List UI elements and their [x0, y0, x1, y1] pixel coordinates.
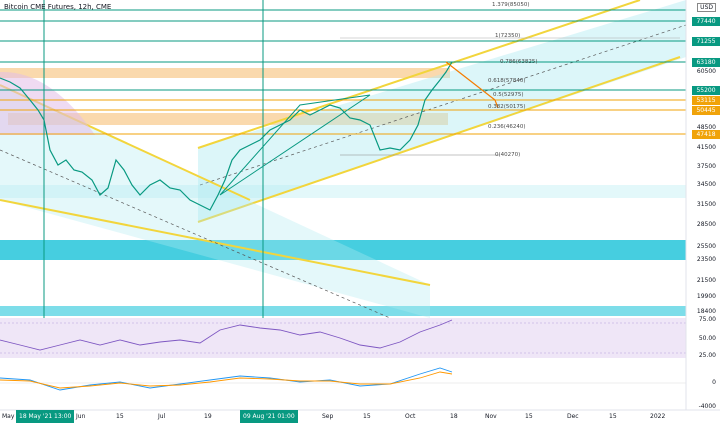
fib-level-label: 0(40270) — [495, 152, 521, 158]
desc-mid-dashed — [0, 149, 391, 319]
price-axis-label: 34500 — [696, 181, 716, 188]
fib-level-label: 1(72350) — [495, 33, 521, 39]
time-cursor-label: 18 May '21 13:00 — [16, 410, 75, 423]
time-axis-label: Oct — [405, 413, 416, 420]
time-axis-label: 15 — [363, 413, 371, 420]
resistance-zone-top — [0, 68, 450, 78]
price-axis-label: 18400 — [696, 308, 716, 315]
macd-axis-label: -4000 — [698, 403, 716, 410]
price-axis-label: 41500 — [696, 144, 716, 151]
support-zone-low — [0, 306, 686, 316]
price-axis-label: 37500 — [696, 163, 716, 170]
fib-level-label: 0.382(50175) — [488, 104, 526, 110]
time-axis-label: Dec — [567, 413, 579, 420]
channel-lower-line — [197, 56, 681, 223]
price-tag: 77440 — [692, 17, 720, 26]
rsi-pane[interactable] — [0, 318, 686, 358]
price-axis-label: 25500 — [696, 243, 716, 250]
time-axis-label: 18 — [450, 413, 458, 420]
price-axis-label: 28500 — [696, 221, 716, 228]
time-axis-label: May — [2, 413, 15, 420]
channel-mid-dashed — [199, 24, 687, 186]
time-axis-label: 15 — [609, 413, 617, 420]
time-axis-label: 2022 — [650, 413, 666, 420]
fib-level-label: 0.786(63825) — [500, 59, 538, 65]
time-axis-label: 15 — [525, 413, 533, 420]
triangle-pattern — [219, 94, 371, 196]
time-axis-label: 15 — [116, 413, 124, 420]
rsi-axis-label: 25.00 — [698, 352, 716, 359]
price-tag: 53115 — [692, 96, 720, 105]
price-tag: 47418 — [692, 130, 720, 139]
price-pane[interactable] — [0, 0, 686, 318]
price-axis-label: 31500 — [696, 201, 716, 208]
price-axis-label: 48500 — [696, 124, 716, 131]
rsi-line — [0, 319, 453, 351]
ascending-channel — [198, 0, 686, 222]
time-axis-label: Jul — [158, 413, 166, 420]
time-axis-label: Sep — [322, 413, 334, 420]
time-cursor-label: 09 Aug '21 01:00 — [240, 410, 298, 423]
price-tag: 71255 — [692, 37, 720, 46]
macd-axis-label: 0 — [712, 379, 716, 386]
time-axis-label: 19 — [204, 413, 212, 420]
fib-level-label: 0.618(57840) — [488, 78, 526, 84]
time-axis-label: Nov — [485, 413, 497, 420]
currency-badge[interactable]: USD — [697, 3, 716, 12]
price-axis-label: 19900 — [696, 293, 716, 300]
fib-level-label: 0.5(52975) — [493, 92, 524, 98]
fib-level-label: 0.236(46240) — [488, 124, 526, 130]
price-axis-label: 23500 — [696, 256, 716, 263]
price-axis-panel[interactable] — [686, 0, 720, 425]
price-axis-label: 60500 — [696, 68, 716, 75]
chart-title: Bitcoin CME Futures, 12h, CME — [4, 3, 112, 11]
price-series — [0, 61, 453, 211]
price-tag: 50445 — [692, 106, 720, 115]
time-axis-label: Jun — [76, 413, 86, 420]
projection-arrow — [445, 61, 499, 109]
rsi-axis-label: 75.00 — [698, 316, 716, 323]
fib-level-label: 1.379(85050) — [492, 2, 530, 8]
price-tag: 55200 — [692, 86, 720, 95]
price-axis-label: 21500 — [696, 277, 716, 284]
channel-upper-line — [197, 0, 641, 149]
support-zone-cyan — [0, 240, 686, 260]
arc-zone — [0, 71, 95, 135]
rsi-axis-label: 50.00 — [698, 335, 716, 342]
macd-signal — [0, 371, 453, 389]
price-tag: 63180 — [692, 58, 720, 67]
